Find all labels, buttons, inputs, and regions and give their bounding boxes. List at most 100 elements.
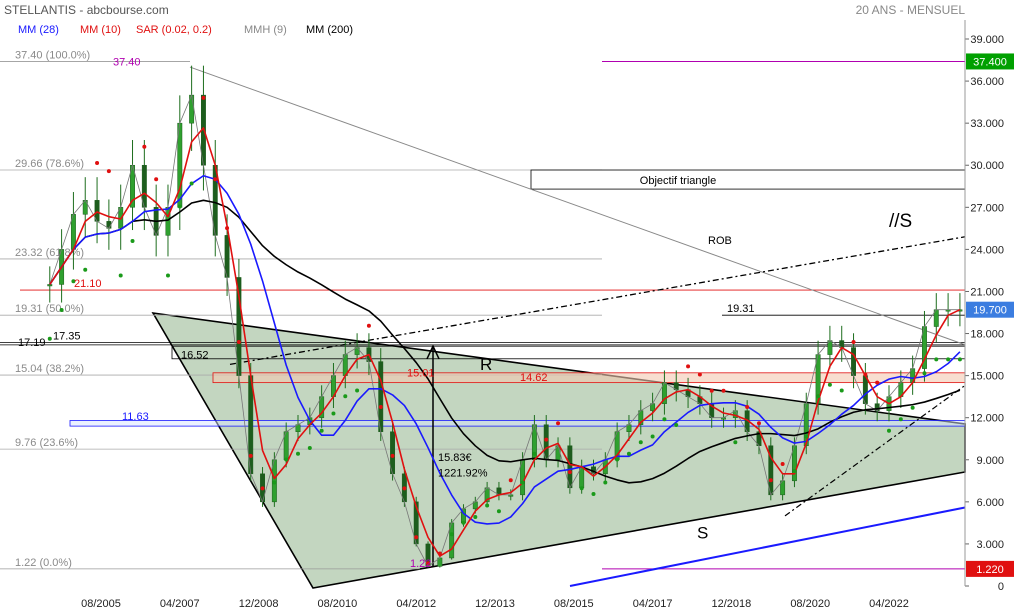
sar-dot bbox=[733, 440, 738, 445]
fib-label: 29.66 (78.6%) bbox=[15, 158, 84, 170]
y-tick-label: 30.000 bbox=[970, 160, 1004, 172]
price-marker-box bbox=[966, 53, 1014, 70]
x-tick-label: 08/2020 bbox=[790, 598, 830, 610]
sar-dot bbox=[851, 339, 856, 344]
sar-dot bbox=[556, 421, 561, 426]
sar-dot bbox=[887, 428, 891, 433]
annotation-15-01: 15.01 bbox=[407, 367, 435, 379]
sar-dot bbox=[437, 551, 442, 556]
sar-dot bbox=[662, 417, 667, 422]
chart-annotations: 37.40 21.10 19.31 17.35 17.19 16.52 15.01 14.62… bbox=[18, 56, 912, 569]
sar-dot bbox=[674, 422, 679, 427]
y-tick-label: 15.000 bbox=[970, 371, 1004, 383]
y-tick-label: 12.000 bbox=[970, 413, 1004, 425]
sar-dot bbox=[922, 371, 927, 376]
sar-dot bbox=[95, 160, 100, 165]
price-marker-label: 19.700 bbox=[973, 305, 1007, 317]
y-tick-label: 24.000 bbox=[970, 244, 1004, 256]
sar-dot bbox=[615, 457, 620, 462]
y-tick-label: 9.000 bbox=[976, 455, 1004, 467]
sar-dot bbox=[827, 382, 832, 387]
sar-dot bbox=[47, 336, 52, 341]
sar-dot bbox=[768, 478, 773, 483]
sar-dot bbox=[544, 437, 549, 442]
annotation-14-62: 14.62 bbox=[520, 372, 548, 384]
legend-item: MMH (9) bbox=[244, 24, 287, 36]
sar-dot bbox=[426, 561, 431, 566]
legend: MM (28) MM (10) SAR (0.02, 0.2) MMH (9) MM (… bbox=[18, 24, 353, 36]
annotation-16-52: 16.52 bbox=[181, 349, 209, 361]
sar-dot bbox=[378, 405, 383, 410]
annotation-21-10: 21.10 bbox=[74, 278, 102, 290]
legend-item: MM (200) bbox=[306, 24, 353, 36]
sar-dot bbox=[626, 451, 631, 456]
sar-dot bbox=[142, 144, 147, 149]
y-tick-label: 33.000 bbox=[970, 118, 1004, 130]
sar-dot bbox=[686, 364, 691, 369]
fib-label: 15.04 (38.2%) bbox=[15, 363, 84, 375]
annotation-gain-percent: 1221.92% bbox=[438, 468, 488, 480]
y-tick-label: 18.000 bbox=[970, 329, 1004, 341]
sar-dot bbox=[934, 357, 939, 362]
annotation-17-19: 17.19 bbox=[18, 337, 46, 349]
sar-dot bbox=[721, 388, 726, 393]
sar-dot bbox=[59, 307, 64, 312]
sar-dot bbox=[154, 177, 159, 182]
y-axis: 0 3.000 6.000 9.000 12.000 15.000 18.000 21.000… bbox=[964, 20, 1004, 593]
fib-label: 19.31 (50.0%) bbox=[15, 303, 84, 315]
sar-dot bbox=[284, 457, 289, 462]
x-tick-label: 08/2005 bbox=[81, 598, 121, 610]
sar-dot bbox=[697, 372, 702, 377]
mm28-line bbox=[49, 174, 961, 525]
sar-dot bbox=[532, 451, 537, 456]
sar-dot bbox=[485, 503, 490, 508]
sar-dot bbox=[567, 470, 572, 475]
chart-period: 20 ANS - MENSUEL bbox=[856, 3, 966, 17]
mmh-line bbox=[49, 93, 960, 567]
sar-dots bbox=[47, 95, 962, 566]
sar-dot bbox=[106, 169, 111, 174]
support-dash-line bbox=[784, 384, 966, 517]
sar-dot bbox=[225, 226, 230, 231]
price-marker-box bbox=[966, 560, 1014, 577]
sar-dot bbox=[709, 388, 714, 393]
sar-dot bbox=[910, 405, 915, 410]
x-tick-label: 12/2008 bbox=[239, 598, 279, 610]
sar-dot bbox=[331, 411, 336, 416]
x-tick-label: 04/2012 bbox=[396, 598, 436, 610]
sar-dot bbox=[414, 535, 419, 540]
sar-dot bbox=[898, 417, 903, 422]
sar-dot bbox=[863, 372, 868, 377]
x-tick-label: 08/2010 bbox=[318, 598, 358, 610]
legend-item: MM (10) bbox=[80, 24, 121, 36]
y-tick-label: 6.000 bbox=[976, 497, 1004, 509]
measure-arrow-head bbox=[426, 344, 440, 360]
sar-dot bbox=[780, 461, 785, 466]
annotation-rob: ROB bbox=[708, 235, 732, 247]
sar-dot bbox=[260, 486, 265, 491]
legend-item: MM (28) bbox=[18, 24, 59, 36]
sar-dot bbox=[461, 520, 466, 525]
sar-dot bbox=[946, 357, 951, 362]
y-tick-label: 36.000 bbox=[970, 76, 1004, 88]
x-axis: 08/2005 04/2007 12/2008 08/2010 04/2012 12/20… bbox=[81, 598, 909, 610]
price-candle bbox=[47, 284, 53, 287]
mm200-line bbox=[49, 199, 961, 484]
sar-dot bbox=[118, 273, 123, 278]
long-downtrend-line bbox=[189, 66, 966, 346]
sar-dot bbox=[343, 394, 348, 399]
sar-dot bbox=[165, 273, 170, 278]
sar-dot bbox=[650, 434, 655, 439]
x-tick-label: 04/2022 bbox=[869, 598, 909, 610]
sar-dot bbox=[402, 486, 407, 491]
sar-dot bbox=[603, 480, 608, 485]
sar-dot bbox=[248, 453, 253, 458]
fib-label: 37.40 (100.0%) bbox=[15, 49, 90, 61]
annotation-19-31: 19.31 bbox=[727, 303, 755, 315]
sar-dot bbox=[307, 445, 312, 450]
sar-dot bbox=[83, 267, 88, 272]
annotation-37-40: 37.40 bbox=[113, 56, 141, 68]
sar-dot bbox=[319, 428, 324, 433]
annotation-1-22: 1.22 bbox=[410, 558, 431, 570]
sar-dot bbox=[508, 478, 513, 483]
